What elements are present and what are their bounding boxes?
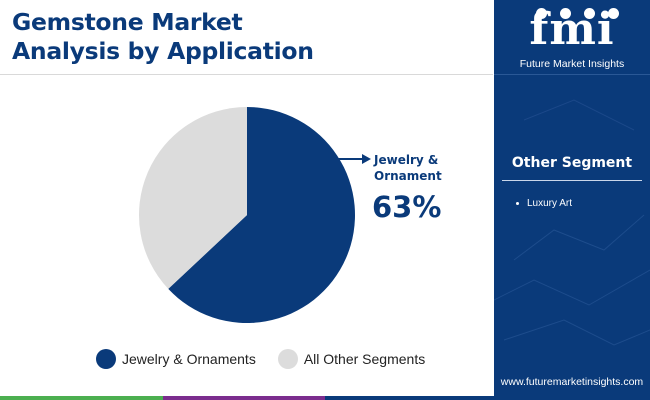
bottom-bar-segment <box>487 396 650 400</box>
logo-bubble-icon <box>560 8 571 19</box>
callout-arrow-icon <box>362 154 371 164</box>
panel-background-pattern <box>494 99 650 346</box>
pie-chart <box>139 107 371 323</box>
title-line-2: Analysis by Application <box>12 37 314 65</box>
logo-bubble-icon <box>608 8 619 19</box>
page-title: Gemstone Market Analysis by Application <box>12 8 482 66</box>
bottom-bar-segment <box>325 396 488 400</box>
pie-callout-value: 63% <box>372 190 442 224</box>
bullet-icon <box>516 202 519 205</box>
bottom-bar-segment <box>0 396 163 400</box>
chart-legend: Jewelry & Ornaments All Other Segments <box>96 348 425 370</box>
pie-slice-jewelry <box>168 107 355 323</box>
pie-callout-label: Jewelry & Ornament <box>374 152 474 184</box>
other-segment-rule <box>502 180 642 181</box>
pie-slice-other <box>139 107 247 289</box>
website-link[interactable]: www.futuremarketinsights.com <box>500 376 644 388</box>
bottom-bar-segment <box>162 396 325 400</box>
other-segment-item: Luxury Art <box>516 198 572 209</box>
logo-bubble-icon <box>584 8 595 19</box>
logo-wordmark: fmi <box>529 4 615 55</box>
side-panel: fmi Future Market Insights <box>494 0 650 400</box>
legend-label-other: All Other Segments <box>303 351 426 367</box>
bottom-color-bar <box>0 396 650 400</box>
title-line-1: Gemstone Market <box>12 8 243 36</box>
callout-label-line-1: Jewelry & <box>374 153 439 167</box>
legend-item-jewelry: Jewelry & Ornaments <box>96 349 256 369</box>
title-divider <box>0 74 493 75</box>
legend-item-other: All Other Segments <box>277 349 426 369</box>
panel-divider <box>494 74 650 75</box>
callout-label-line-2: Ornament <box>374 169 442 183</box>
other-segment-list: Luxury Art <box>516 198 572 209</box>
logo-subtitle: Future Market Insights <box>519 58 625 70</box>
logo-bubble-icon <box>536 8 547 19</box>
fmi-logo: fmi Future Market Insights <box>510 6 634 72</box>
legend-swatch-other <box>277 349 298 369</box>
legend-label-jewelry: Jewelry & Ornaments <box>122 351 256 367</box>
other-segment-heading: Other Segment <box>511 155 633 171</box>
other-segment-item-label: Luxury Art <box>527 198 573 209</box>
legend-swatch-jewelry <box>96 349 116 369</box>
